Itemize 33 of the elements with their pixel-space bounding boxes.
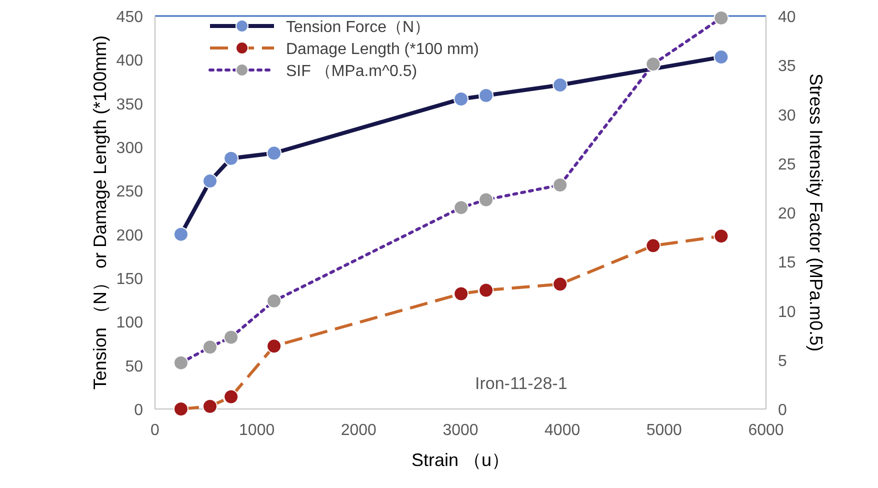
x-axis-title: Strain （u）: [411, 450, 510, 470]
y-tick-label: 150: [116, 271, 144, 288]
y2-tick-label: 5: [778, 352, 787, 370]
annotation: Iron-11-28-1: [475, 374, 568, 393]
x-tick-label: 0: [150, 422, 160, 439]
y2-tick-label: 15: [778, 254, 796, 272]
legend-label: SIF （MPa.m^0.5): [286, 63, 418, 80]
y-tick-label: 100: [116, 314, 144, 332]
y2-tick-label: 40: [778, 9, 796, 26]
y2-tick-label: 25: [778, 156, 796, 174]
legend-label: Damage Length (*100 mm): [286, 41, 479, 58]
legend-label: Tension Force（N）: [286, 19, 430, 36]
y-tick-label: 300: [116, 140, 144, 157]
y-tick-label: 450: [116, 9, 144, 26]
y2-tick-label: 0: [778, 402, 787, 419]
y-tick-label: 50: [125, 358, 144, 376]
x-tick-label: 3000: [442, 422, 478, 439]
x-tick-label: 4000: [544, 422, 580, 439]
y2-tick-label: 35: [778, 58, 796, 76]
y2-tick-label: 20: [778, 206, 796, 222]
y2-tick-label: 10: [778, 304, 796, 321]
x-tick-label: 1000: [239, 422, 275, 439]
y2-tick-label: 30: [778, 107, 796, 124]
y-tick-label: 400: [116, 52, 144, 70]
x-tick-label: 5000: [646, 422, 682, 439]
y-tick-label: 200: [116, 227, 144, 244]
y-tick-label: 0: [134, 402, 144, 419]
y-axis-title: Tension （N） or Damage Length (*100mm): [90, 35, 110, 390]
y2-axis-title: Stress Intensity Factor (MPa.m0.5): [806, 73, 826, 352]
y-tick-label: 350: [116, 96, 144, 114]
y-tick-label: 250: [116, 184, 144, 201]
x-tick-label: 2000: [340, 422, 377, 439]
x-tick-label: 6000: [748, 422, 784, 439]
